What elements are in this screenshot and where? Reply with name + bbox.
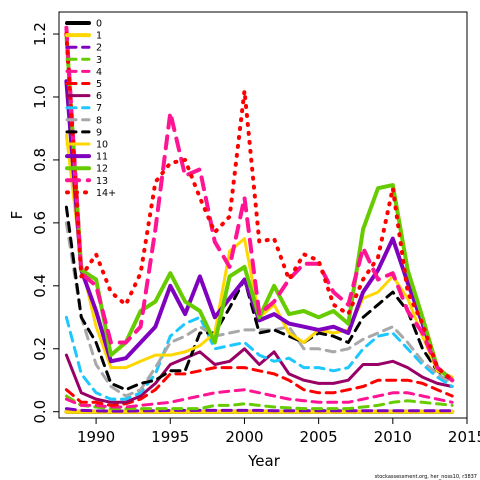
legend-label-4: 4 xyxy=(96,67,102,78)
series-line-9 xyxy=(64,205,454,392)
legend-label-0: 0 xyxy=(96,19,102,30)
x-tick-label-2000: 2000 xyxy=(225,428,263,446)
series-line-7 xyxy=(64,315,454,401)
credit-text: stockassessment.org, her_noss10, r3837 xyxy=(375,474,477,480)
legend-label-6: 6 xyxy=(96,91,102,102)
legend-label-7: 7 xyxy=(96,103,102,114)
legend-label-9: 9 xyxy=(96,127,102,138)
x-axis-title: Year xyxy=(247,452,281,470)
x-axis: 1990 1995 2000 2005 2010 2015 xyxy=(77,418,480,446)
y-tick-label-0.6: 0.6 xyxy=(31,211,49,235)
series-line-2 xyxy=(64,407,454,413)
y-tick-label-1.0: 1.0 xyxy=(31,85,49,109)
series-line-3 xyxy=(64,394,454,411)
series-line-11 xyxy=(64,79,455,383)
y-tick-label-0.2: 0.2 xyxy=(31,337,49,361)
series-line-8 xyxy=(64,221,454,398)
legend-label-13: 13 xyxy=(96,176,108,187)
x-tick-label-2005: 2005 xyxy=(300,428,338,446)
y-tick-label-0.0: 0.0 xyxy=(31,400,49,424)
y-tick-label-0.4: 0.4 xyxy=(31,274,49,298)
series-line-6 xyxy=(64,347,454,404)
legend-label-10: 10 xyxy=(96,140,108,151)
legend-label-11: 11 xyxy=(96,152,108,163)
legend-label-8: 8 xyxy=(96,115,102,126)
series-line-12 xyxy=(64,32,455,383)
x-tick-label-1995: 1995 xyxy=(151,428,189,446)
y-tick-label-1.2: 1.2 xyxy=(31,22,49,46)
series-line-5 xyxy=(64,366,454,407)
legend-label-5: 5 xyxy=(96,79,102,90)
legend-label-12: 12 xyxy=(96,164,108,175)
plot-lines xyxy=(64,25,455,414)
y-axis: 0.0 0.2 0.4 0.6 0.8 1.0 1.2 xyxy=(31,22,59,424)
legend-label-14+: 14+ xyxy=(96,188,116,199)
series-line-4 xyxy=(64,388,454,409)
legend-label-1: 1 xyxy=(96,31,102,42)
y-tick-label-0.8: 0.8 xyxy=(31,148,49,172)
series-line-14+ xyxy=(64,32,455,383)
x-tick-label-2010: 2010 xyxy=(374,428,412,446)
x-tick-label-1990: 1990 xyxy=(77,428,115,446)
y-axis-title: F xyxy=(8,211,26,220)
x-tick-label-2015: 2015 xyxy=(448,428,480,446)
series-line-13 xyxy=(64,25,455,383)
legend-label-2: 2 xyxy=(96,43,102,54)
legend-label-3: 3 xyxy=(96,55,102,66)
plot-frame xyxy=(58,11,468,419)
